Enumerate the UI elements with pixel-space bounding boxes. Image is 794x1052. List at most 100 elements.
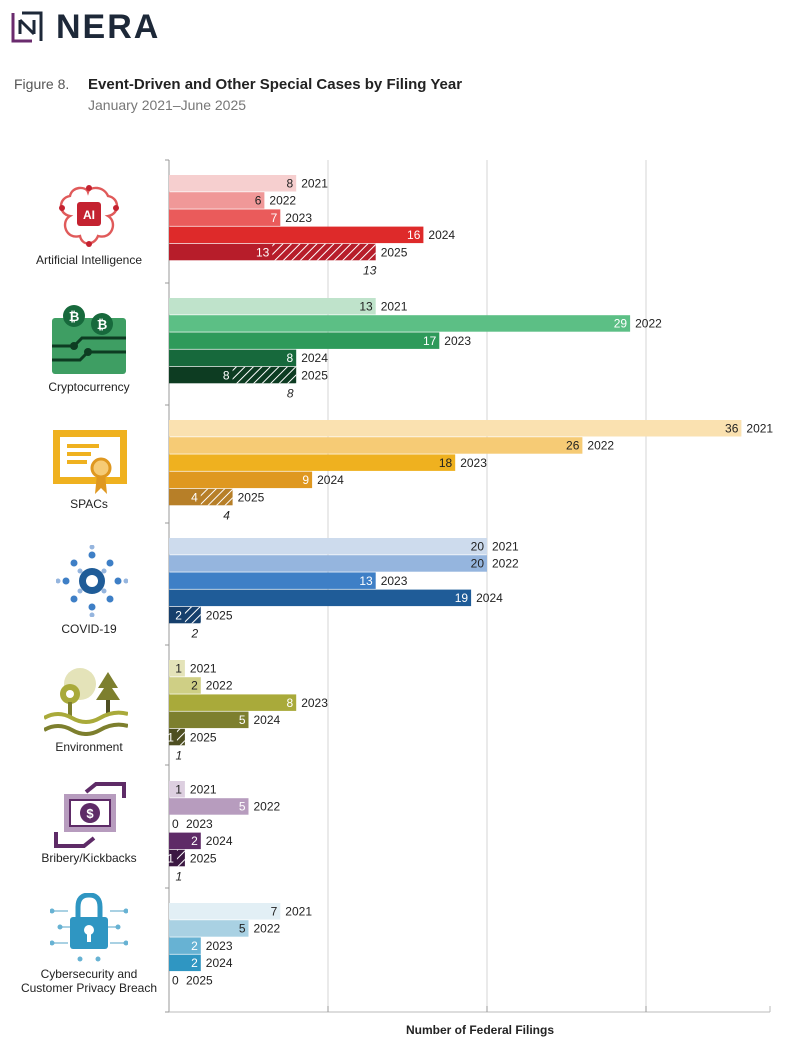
ai-brain-icon: AI [59,185,119,247]
bar-value-label: 0 [172,973,179,987]
bar-year-label: 2024 [254,713,281,727]
bar-2023 [169,209,281,226]
bar-2022 [169,437,583,454]
bar-value-label: 16 [407,228,421,242]
bar-2024 [169,471,313,489]
bar-value-label: 36 [725,422,739,436]
category-label-line: Cryptocurrency [48,380,130,394]
bar-projected-hatch [176,728,185,746]
bar-projected-hatch [184,606,201,624]
bar-projected-hatch [272,243,376,261]
svg-text:AI: AI [83,208,95,222]
bar-year-label: 2022 [269,194,296,208]
bar-year-label: 2025 [190,730,217,744]
category-label-line: Environment [55,740,123,754]
bar-2023 [169,694,297,711]
bar-projected-hatch [200,488,233,506]
bar-value-label: 2 [191,956,198,970]
bar-value-label: 8 [287,177,294,191]
bar-year-label: 2023 [381,574,408,588]
bar-year-label: 2022 [254,800,281,814]
bar-2022 [169,315,631,332]
category-label: Cybersecurity and Customer Privacy Breach [4,967,174,995]
bar-2024 [169,226,424,244]
bar-value-label: 1 [167,851,174,865]
category-label-line: Artificial Intelligence [35,253,143,267]
bar-value-label: 2 [191,834,198,848]
bar-value-label: 5 [239,922,246,936]
svg-text:₿: ₿ [69,309,80,324]
projected-value-label: 2 [190,626,198,640]
svg-text:$: $ [86,806,94,821]
bar-2023 [169,332,440,349]
bar-2021 [169,660,185,677]
bar-value-label: 4 [191,490,198,504]
projected-value-label: 13 [363,263,377,277]
category-label: Cryptocurrency [4,380,174,394]
bar-value-label: 5 [239,713,246,727]
figure-subtitle: January 2021–June 2025 [88,97,247,113]
bar-2022 [169,555,487,572]
bar-year-label: 2022 [587,439,614,453]
figure-label: Figure 8. [14,76,70,92]
bar-value-label: 0 [172,817,179,831]
bar-year-label: 2023 [444,334,471,348]
bribery-icon: $ [54,782,126,848]
bar-year-label: 2024 [476,591,503,605]
bar-value-label: 9 [302,473,309,487]
bar-year-label: 2022 [492,557,519,571]
bar-value-label: 2 [175,608,182,622]
category-label-line: Bribery/Kickbacks [41,851,137,865]
bar-value-label: 26 [566,439,580,453]
bar-year-label: 2025 [190,851,217,865]
category-label: COVID-19 [4,622,174,636]
category-label: Environment [4,740,174,754]
bar-2022 [169,920,249,937]
bar-year-label: 2023 [186,817,213,831]
bar-value-label: 29 [614,317,628,331]
bar-value-label: 13 [359,574,373,588]
bar-year-label: 2021 [190,662,217,676]
projected-value-label: 8 [287,386,294,400]
bar-2024 [169,349,297,367]
bar-value-label: 8 [223,368,230,382]
category-label: Artificial Intelligence [4,253,174,267]
bar-value-label: 1 [175,783,182,797]
bar-year-label: 2022 [206,679,233,693]
bar-year-label: 2025 [186,973,213,987]
bar-value-label: 20 [471,557,485,571]
bar-value-label: 18 [439,456,453,470]
bar-2024 [169,832,201,850]
bar-value-label: 20 [471,540,485,554]
bar-year-label: 2025 [301,368,328,382]
bar-projected-hatch [176,849,185,867]
nera-logo: NERA [10,10,160,44]
bar-year-label: 2025 [206,608,233,622]
bar-year-label: 2022 [254,922,281,936]
bar-value-label: 8 [287,351,294,365]
bar-year-label: 2023 [460,456,487,470]
bar-year-label: 2024 [428,228,455,242]
bar-year-label: 2021 [285,905,312,919]
bar-year-label: 2021 [746,422,773,436]
bar-2024 [169,954,201,972]
category-label-line: SPACs [70,497,108,511]
bar-value-label: 2 [191,939,198,953]
bar-2024 [169,711,249,729]
bar-2023 [169,937,201,954]
certificate-icon [53,430,127,494]
bar-2021 [169,420,742,437]
bar-value-label: 17 [423,334,437,348]
bar-2021 [169,903,281,920]
bar-2021 [169,298,376,315]
category-label-line: Customer Privacy Breach [20,981,158,995]
bar-value-label: 13 [359,300,373,314]
bar-year-label: 2024 [301,351,328,365]
cryptocurrency-icon: ₿ ₿ [52,305,126,374]
bar-2023 [169,572,376,589]
logo-text: NERA [56,8,161,46]
bar-year-label: 2021 [381,300,408,314]
bar-year-label: 2024 [317,473,344,487]
bar-year-label: 2022 [635,317,662,331]
